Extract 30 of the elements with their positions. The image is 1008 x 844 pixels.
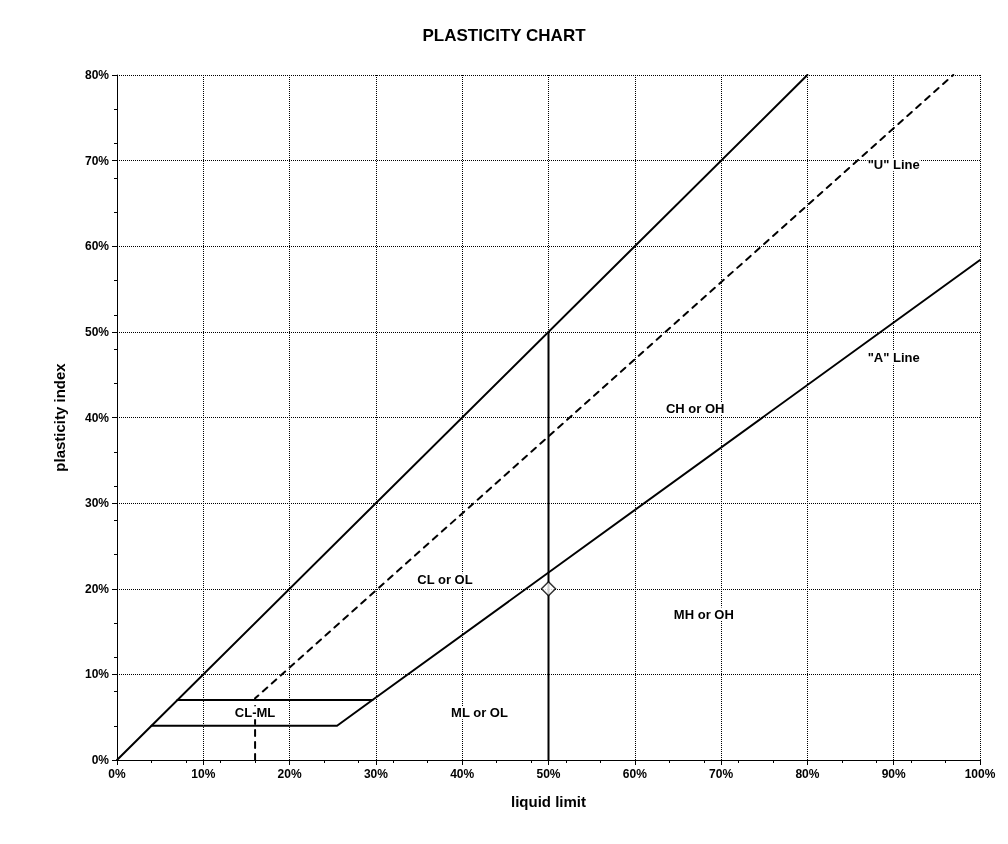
annotation: CL-ML xyxy=(234,705,276,721)
y-axis-title: plasticity index xyxy=(51,362,68,472)
x-tick-label: 40% xyxy=(450,767,475,781)
y-tick-label: 60% xyxy=(84,239,110,254)
x-tick-label: 0% xyxy=(108,767,126,781)
x-axis-title: liquid limit xyxy=(511,793,586,810)
annotation: CH or OH xyxy=(665,401,725,417)
x-tick-label: 60% xyxy=(622,767,648,781)
x-tick-label: 30% xyxy=(363,767,389,781)
x-tick-label: 10% xyxy=(191,767,216,781)
x-tick-label: 90% xyxy=(881,767,907,781)
x-tick-label: 80% xyxy=(795,767,820,781)
y-tick-label: 50% xyxy=(84,324,110,339)
x-tick-label: 20% xyxy=(277,767,302,781)
annotation: "U" Line xyxy=(867,157,920,173)
annotation: MH or OH xyxy=(673,606,734,622)
y-tick-label: 20% xyxy=(84,581,110,596)
y-tick-label: 0% xyxy=(91,753,110,767)
y-tick-label: 30% xyxy=(84,496,110,511)
y-tick-label: 70% xyxy=(84,153,110,168)
x-tick-label: 70% xyxy=(709,767,734,781)
y-tick-label: 40% xyxy=(84,410,110,425)
y-tick-label: 80% xyxy=(84,68,110,82)
annotation: CL or OL xyxy=(417,572,473,588)
annotation: "A" Line xyxy=(867,349,920,365)
chart-title: PLASTICITY CHART xyxy=(422,26,587,45)
y-tick-label: 10% xyxy=(84,667,110,682)
x-tick-label: 100% xyxy=(964,767,996,781)
x-tick-label: 50% xyxy=(536,767,561,781)
annotation: ML or OL xyxy=(451,705,508,721)
